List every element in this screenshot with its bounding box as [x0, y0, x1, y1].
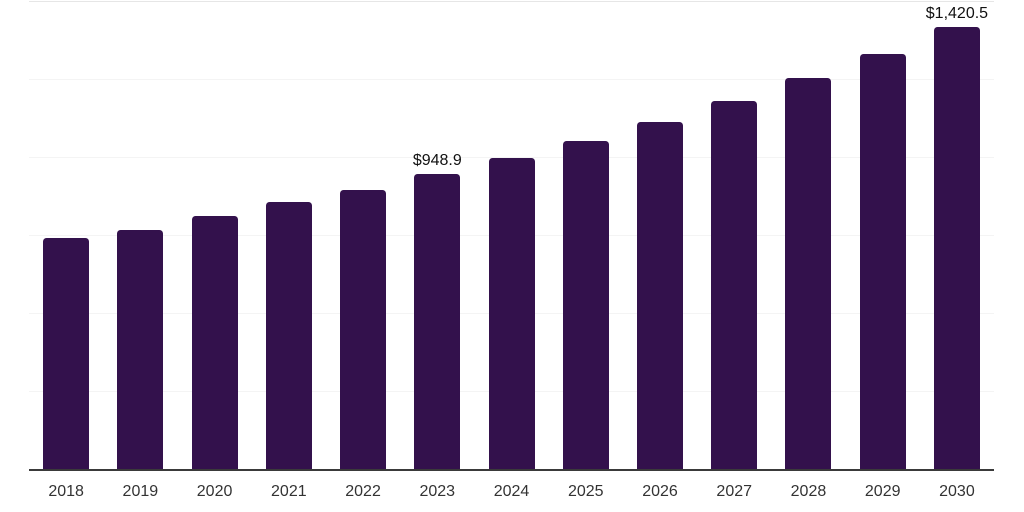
x-axis-labels: 2018 2019 2020 2021 2022 2023 2024 2025 2026 2027… — [29, 482, 994, 502]
x-axis-line — [29, 469, 994, 471]
bar-2019[interactable] — [117, 229, 164, 470]
x-tick-label-2020: 2020 — [196, 483, 233, 500]
x-tick-label-2026: 2026 — [642, 483, 678, 500]
bar-group-2025 — [549, 2, 623, 470]
x-tick-label-2024: 2024 — [493, 483, 530, 500]
bar-group-2030: $1,420.5 — [920, 2, 994, 470]
gridline-1250 — [29, 79, 994, 80]
bar-group-2024 — [474, 2, 548, 470]
bar-2028[interactable] — [785, 78, 832, 470]
bar-group-2022 — [326, 2, 400, 470]
plot-area: $948.9 $1,420.5 — [29, 1, 994, 470]
bars-container: $948.9 $1,420.5 — [29, 2, 994, 470]
bar-group-2023: $948.9 — [400, 2, 474, 470]
bar-2026[interactable] — [636, 121, 683, 470]
x-tick-label-2019: 2019 — [122, 483, 159, 500]
bar-group-2021 — [252, 2, 326, 470]
x-tick-label-2018: 2018 — [48, 483, 84, 500]
bar-group-2020 — [177, 2, 251, 470]
gridline-1000 — [29, 157, 994, 158]
x-tick-label-2025: 2025 — [567, 483, 604, 500]
bar-value-label-2030: $1,420.5 — [925, 4, 989, 22]
bar-group-2029 — [846, 2, 920, 470]
bar-2018[interactable] — [43, 237, 90, 470]
bar-group-2018 — [29, 2, 103, 470]
bar-group-2028 — [771, 2, 845, 470]
x-tick-label-2027: 2027 — [716, 483, 753, 500]
x-tick-label-2029: 2029 — [864, 483, 901, 500]
bar-group-2019 — [103, 2, 177, 470]
bar-2021[interactable] — [265, 202, 312, 470]
x-tick-label-2022: 2022 — [345, 483, 381, 500]
bar-2023[interactable] — [414, 173, 461, 470]
bar-group-2026 — [623, 2, 697, 470]
x-tick-label-2028: 2028 — [790, 483, 827, 500]
x-tick-label-2023: 2023 — [419, 483, 456, 500]
x-tick-label-2021: 2021 — [271, 483, 307, 500]
bar-value-label-2023: $948.9 — [412, 151, 462, 169]
x-tick-label-2030: 2030 — [939, 483, 975, 500]
bar-2027[interactable] — [711, 100, 758, 470]
bar-2029[interactable] — [859, 54, 906, 470]
bar-group-2027 — [697, 2, 771, 470]
bar-2022[interactable] — [340, 190, 387, 470]
bar-2020[interactable] — [191, 216, 238, 470]
bar-2030[interactable] — [933, 26, 980, 470]
bar-2025[interactable] — [562, 140, 609, 470]
bar-2024[interactable] — [488, 157, 535, 470]
